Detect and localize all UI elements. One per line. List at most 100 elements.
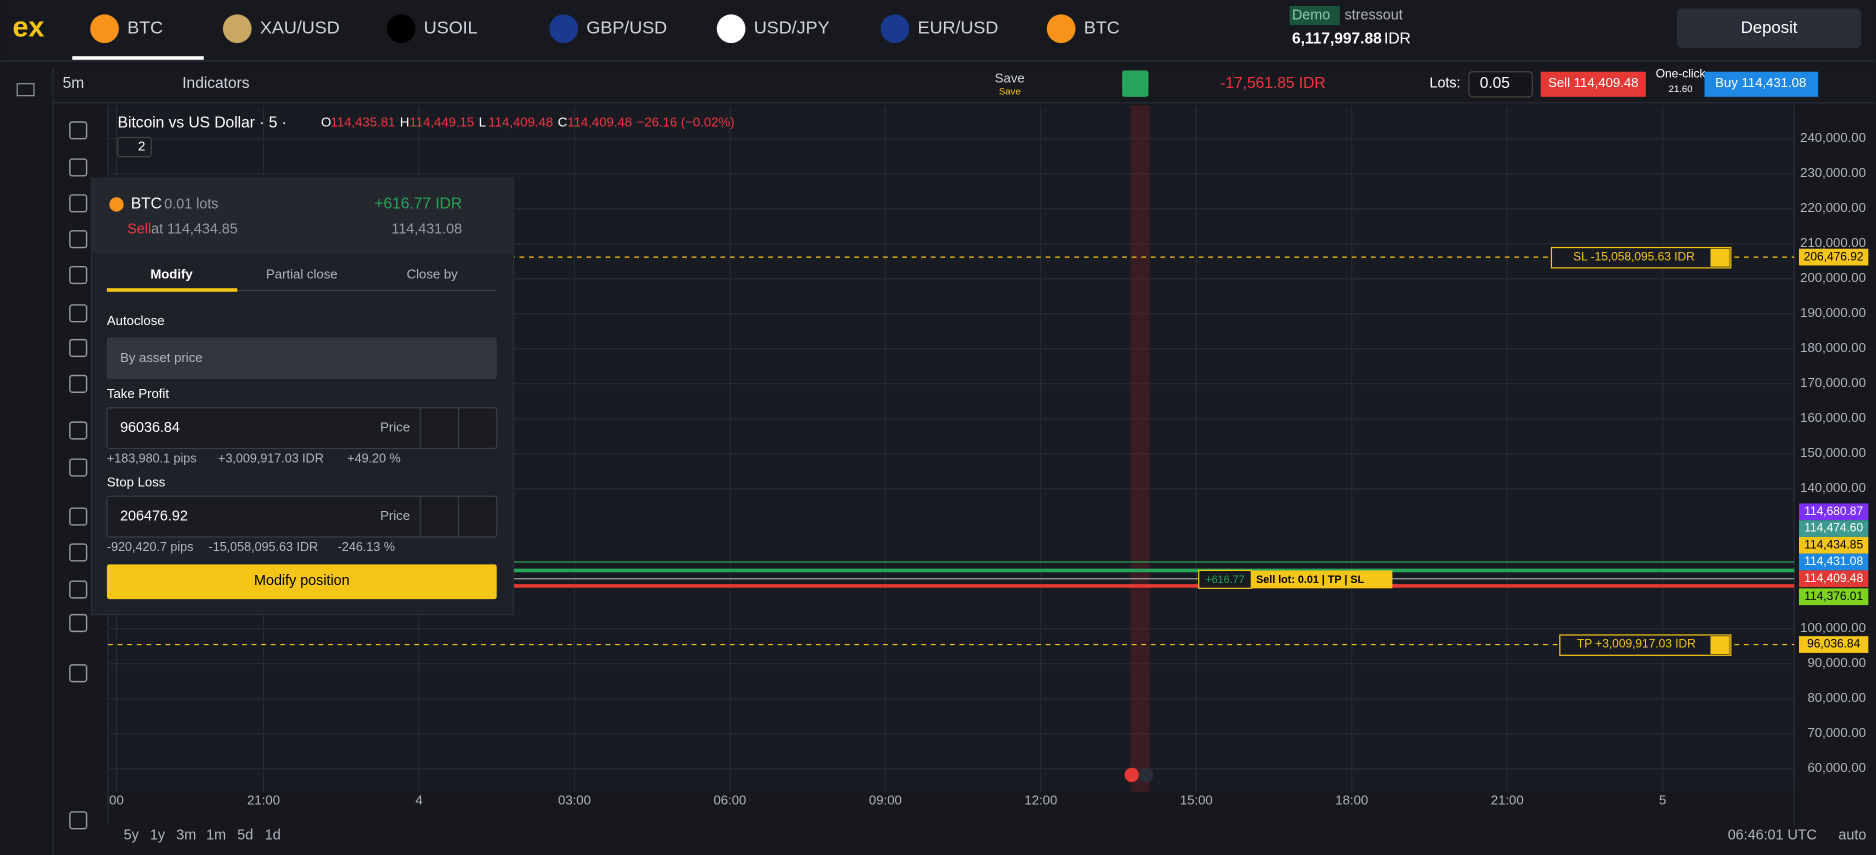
clock: 06:46:01 UTC: [1728, 828, 1817, 844]
tool-icon[interactable]: [69, 613, 88, 633]
lots-input[interactable]: [1468, 71, 1533, 98]
ohlc-key: O: [321, 115, 331, 130]
tool-icon[interactable]: [69, 338, 88, 358]
ohlc-key: L: [479, 115, 486, 130]
modify-button[interactable]: [106, 564, 497, 600]
price-axis-label: 70,000.00: [1807, 725, 1865, 740]
time-axis-label: 4: [415, 793, 422, 808]
tp-close[interactable]: [1710, 636, 1730, 655]
panel-tab[interactable]: Close by: [407, 267, 459, 282]
tool-icon[interactable]: [69, 507, 88, 526]
price-axis-label: 180,000.00: [1800, 340, 1866, 355]
sl-label-box: [1550, 246, 1732, 269]
tool-icon[interactable]: [69, 580, 88, 599]
price-input[interactable]: [106, 407, 498, 450]
price-axis-label: 230,000.00: [1800, 165, 1866, 180]
panel-lots: 0.01 lots: [164, 196, 218, 212]
tool-icon[interactable]: [69, 458, 88, 477]
range-button[interactable]: 3m: [176, 828, 196, 844]
sl-label: SL -15,058,095.63 IDR: [1573, 249, 1695, 263]
price-tag-label: 114,434.85: [1804, 537, 1863, 551]
asset-tab[interactable]: GBP/USD: [586, 17, 667, 37]
buy-button-label[interactable]: Buy 114,431.08: [1715, 75, 1806, 90]
price-axis-label: 200,000.00: [1800, 270, 1866, 285]
price-input[interactable]: [106, 495, 498, 538]
one-click-label: One-click: [1656, 66, 1706, 80]
price-axis-label: 220,000.00: [1800, 200, 1866, 215]
price-axis-label: 150,000.00: [1800, 445, 1866, 460]
tab-icon: [716, 14, 746, 44]
indicator-count: 2: [138, 139, 145, 154]
tab-icon: [880, 14, 910, 44]
field-stat: -920,420.7 pips: [107, 540, 194, 554]
time-axis-label: 5: [1659, 793, 1666, 808]
tool-icon[interactable]: [69, 230, 88, 249]
price-tag: [1798, 503, 1869, 521]
sl-close[interactable]: [1710, 248, 1730, 267]
time-axis-label: 03:00: [558, 793, 591, 808]
trade-button[interactable]: [1122, 70, 1149, 97]
tool-icon[interactable]: [69, 265, 88, 285]
asset-tab[interactable]: USOIL: [424, 17, 478, 37]
save-sub: Save: [999, 87, 1021, 98]
tool-icon[interactable]: [69, 194, 88, 213]
sell-button[interactable]: [1540, 71, 1646, 97]
menu-icon[interactable]: [16, 83, 35, 97]
range-button[interactable]: 5y: [124, 828, 140, 844]
asset-tab[interactable]: USD/JPY: [754, 17, 830, 37]
price-tag: [1798, 636, 1869, 653]
tool-icon[interactable]: [69, 421, 88, 440]
top-bar: [0, 0, 1876, 60]
time-axis-label: 06:00: [713, 793, 746, 808]
autoclose-select[interactable]: [106, 337, 497, 380]
price-axis-label: 190,000.00: [1800, 305, 1866, 320]
time-axis-label: 00: [109, 793, 124, 808]
deposit-button[interactable]: [1677, 8, 1862, 48]
lots-label: Lots:: [1429, 75, 1460, 91]
range-button[interactable]: 1y: [150, 828, 166, 844]
time-axis-label: 12:00: [1024, 793, 1057, 808]
ohlc-value: 114,449.15: [409, 115, 474, 130]
range-button[interactable]: 5d: [237, 828, 253, 844]
logo: ex: [12, 11, 44, 43]
currency: IDR: [1384, 31, 1411, 48]
tool-icon[interactable]: [69, 664, 88, 683]
price-axis-label: 80,000.00: [1807, 690, 1865, 705]
tab-icon: [90, 14, 119, 44]
deposit-button-label[interactable]: Deposit: [1741, 18, 1798, 37]
asset-tab[interactable]: XAU/USD: [260, 17, 340, 37]
price-axis-label: 140,000.00: [1800, 480, 1866, 495]
tool-icon[interactable]: [69, 374, 88, 393]
panel-tab[interactable]: Partial close: [266, 267, 338, 282]
price-tag: [1798, 248, 1869, 266]
sell-button-label[interactable]: Sell 114,409.48: [1548, 75, 1638, 90]
asset-tab[interactable]: BTC: [1084, 17, 1120, 37]
buy-button[interactable]: [1704, 71, 1819, 97]
range-button[interactable]: 1d: [265, 828, 281, 844]
indicator-toggle[interactable]: [117, 136, 152, 158]
field-stat: +183,980.1 pips: [107, 452, 197, 466]
tool-icon[interactable]: [69, 158, 88, 177]
asset-tab[interactable]: BTC: [127, 17, 163, 37]
panel-header: [91, 178, 514, 254]
tp-label-box: [1559, 634, 1732, 656]
username: stressout: [1345, 7, 1403, 23]
price-tag-label: 114,680.87: [1804, 504, 1863, 518]
price-tag: [1798, 588, 1869, 606]
tool-icon[interactable]: [69, 811, 88, 830]
panel-tab[interactable]: Modify: [150, 267, 193, 282]
tool-icon[interactable]: [69, 543, 88, 562]
session-band: [1130, 105, 1150, 792]
tool-icon[interactable]: [69, 304, 88, 323]
asset-tab[interactable]: EUR/USD: [918, 17, 999, 37]
time-axis-label: 15:00: [1180, 793, 1213, 808]
scale-mode[interactable]: auto: [1838, 828, 1866, 844]
timeframe[interactable]: 5m: [63, 75, 85, 92]
indicators-button[interactable]: Indicators: [182, 75, 250, 92]
range-button[interactable]: 1m: [206, 828, 226, 844]
save-button[interactable]: Save: [995, 70, 1025, 85]
modify-button-label[interactable]: Modify position: [254, 573, 350, 589]
tool-icon[interactable]: [69, 121, 88, 140]
panel-side: Sell: [127, 221, 151, 237]
price-axis-label: 60,000.00: [1807, 760, 1865, 775]
